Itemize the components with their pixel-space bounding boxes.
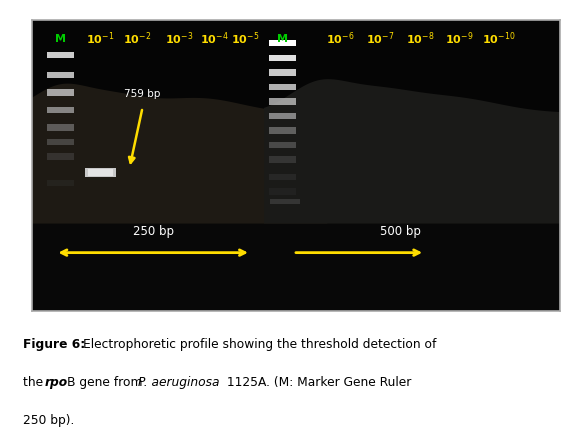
Bar <box>32 218 560 311</box>
Bar <box>269 83 296 90</box>
Bar <box>47 72 74 79</box>
Text: 10$^{-1}$: 10$^{-1}$ <box>86 31 115 47</box>
Text: 250 bp: 250 bp <box>133 225 174 238</box>
Bar <box>47 52 74 58</box>
Bar <box>269 69 296 75</box>
Bar <box>47 154 74 160</box>
Text: B gene from: B gene from <box>67 376 147 388</box>
Text: 10$^{-7}$: 10$^{-7}$ <box>366 31 394 47</box>
Text: P. aeruginosa: P. aeruginosa <box>138 376 220 388</box>
Text: 10$^{-9}$: 10$^{-9}$ <box>445 31 474 47</box>
Text: 10$^{-2}$: 10$^{-2}$ <box>123 31 151 47</box>
Text: the: the <box>23 376 47 388</box>
Text: 1125A. (M: Marker Gene Ruler: 1125A. (M: Marker Gene Ruler <box>223 376 411 388</box>
Text: rpo: rpo <box>44 376 68 388</box>
Bar <box>269 174 296 180</box>
Bar <box>47 107 74 113</box>
Text: 10$^{-4}$: 10$^{-4}$ <box>200 31 228 47</box>
Polygon shape <box>32 83 327 224</box>
Bar <box>85 168 115 177</box>
Bar <box>269 188 296 195</box>
Text: Electrophoretic profile showing the threshold detection of: Electrophoretic profile showing the thre… <box>83 338 437 351</box>
Text: 10$^{-5}$: 10$^{-5}$ <box>231 31 260 47</box>
Text: 759 bp: 759 bp <box>124 88 160 99</box>
Bar <box>269 142 296 148</box>
Bar <box>47 139 74 145</box>
Text: Figure 6:: Figure 6: <box>23 338 85 351</box>
Bar <box>269 127 296 134</box>
Polygon shape <box>264 79 560 224</box>
Bar <box>269 113 296 119</box>
Bar <box>88 170 113 176</box>
Text: 10$^{-3}$: 10$^{-3}$ <box>166 31 194 47</box>
Text: 10$^{-10}$: 10$^{-10}$ <box>482 31 516 47</box>
Bar <box>269 40 296 47</box>
Text: 10$^{-6}$: 10$^{-6}$ <box>327 31 355 47</box>
Text: 250 bp).: 250 bp). <box>23 414 74 427</box>
Bar <box>269 55 296 61</box>
Bar <box>47 180 74 186</box>
Bar <box>47 90 74 96</box>
Text: M: M <box>277 34 288 44</box>
Bar <box>269 156 296 163</box>
Bar <box>269 98 296 105</box>
Text: 10$^{-8}$: 10$^{-8}$ <box>406 31 434 47</box>
Bar <box>47 124 74 131</box>
Bar <box>270 199 301 204</box>
Text: 500 bp: 500 bp <box>380 225 421 238</box>
Text: M: M <box>55 34 66 44</box>
